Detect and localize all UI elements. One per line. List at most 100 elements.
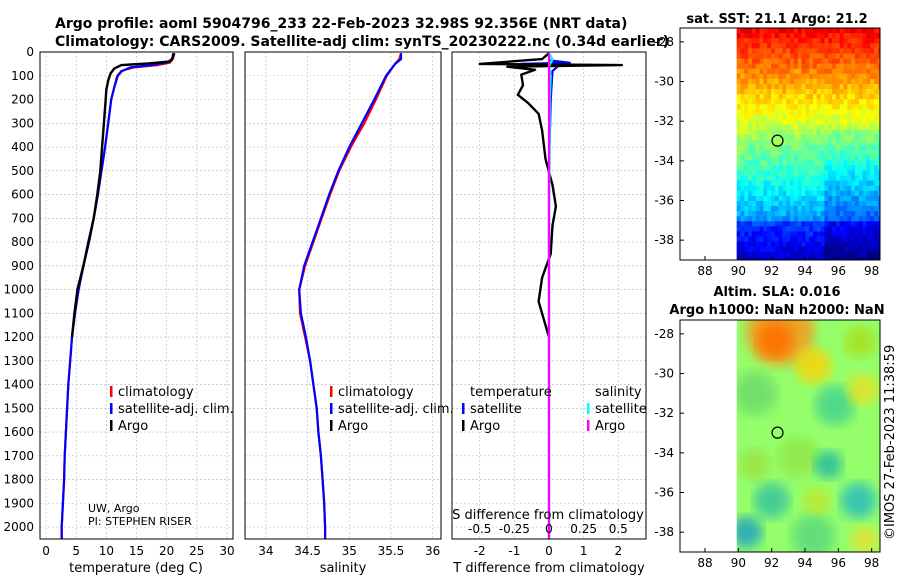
sst-cell (862, 109, 868, 116)
sst-cell (835, 206, 841, 212)
sst-cell (782, 150, 787, 156)
latitude-tick-label: -32 (654, 114, 674, 128)
sst-cell (763, 139, 768, 146)
sst-cell (824, 48, 829, 55)
sst-cell (858, 170, 864, 177)
sst-cell (755, 94, 761, 100)
sst-cell (771, 246, 776, 253)
sst-cell (809, 246, 814, 253)
sst-cell (816, 104, 822, 110)
sst-cell (843, 53, 848, 60)
sst-cell (759, 231, 764, 238)
sst-cell (778, 170, 784, 177)
sst-cell (832, 190, 837, 197)
temperature-tick-label: 10 (99, 544, 114, 558)
sst-cell (847, 150, 852, 156)
sst-cell (812, 200, 818, 207)
legend-swatch-argo (330, 420, 333, 431)
sst-cell (835, 129, 841, 136)
sst-cell (771, 43, 776, 49)
sst-cell (740, 114, 745, 121)
sst-cell (793, 114, 799, 121)
sst-cell (839, 83, 845, 90)
sst-cell (835, 33, 841, 39)
sst-cell (767, 124, 772, 131)
sst-cell (801, 104, 806, 110)
sst-cell (774, 206, 780, 212)
sst-cell (866, 206, 871, 212)
sst-cell (832, 83, 837, 90)
sst-cell (854, 256, 860, 260)
depth-tick-label: 1200 (3, 330, 34, 344)
sst-cell (786, 256, 791, 260)
sst-cell (755, 139, 761, 146)
sst-cell (755, 99, 761, 105)
sst-cell (736, 185, 742, 192)
sst-cell (877, 134, 880, 141)
sst-cell (767, 38, 772, 44)
sst-cell (767, 206, 772, 212)
sst-cell (767, 139, 772, 146)
sst-cell (797, 180, 803, 187)
sst-cell (736, 155, 742, 161)
sst-cell (851, 236, 856, 243)
sst-cell (771, 38, 776, 44)
sst-cell (812, 195, 818, 202)
sst-cell (751, 221, 757, 227)
sst-cell (797, 160, 803, 166)
sst-cell (767, 236, 772, 243)
sst-cell (809, 180, 814, 187)
sst-cell (805, 251, 810, 258)
sst-cell (812, 48, 818, 55)
sst-cell (790, 99, 795, 105)
sst-cell (797, 236, 803, 243)
sst-cell (751, 200, 757, 207)
sst-cell (870, 231, 875, 238)
sst-cell (847, 83, 852, 90)
sst-cell (828, 53, 833, 60)
sst-cell (763, 129, 768, 136)
sst-cell (778, 256, 784, 260)
sst-cell (755, 68, 761, 75)
sst-cell (839, 38, 845, 44)
sst-cell (839, 165, 845, 172)
sst-cell (751, 109, 757, 116)
sst-cell (736, 38, 742, 44)
sst-cell (858, 200, 864, 207)
sst-cell (847, 195, 852, 202)
sst-cell (851, 200, 856, 207)
sst-cell (793, 155, 799, 161)
sst-cell (771, 139, 776, 146)
sst-cell (843, 68, 848, 75)
temperature-legend: climatology satellite-adj. clim. Argo (110, 385, 234, 434)
sst-cell (832, 180, 837, 187)
sst-cell (847, 160, 852, 166)
sst-cell (736, 63, 742, 70)
sst-cell (835, 28, 841, 34)
sst-cell (763, 28, 768, 34)
sst-cell (771, 211, 776, 217)
sst-cell (820, 170, 826, 177)
sla-anomaly-blob (795, 347, 832, 384)
sst-cell (877, 58, 880, 65)
sst-cell (854, 200, 860, 207)
sst-cell (736, 114, 742, 121)
sst-cell (786, 68, 791, 75)
temperature-tick-label: 5 (72, 544, 80, 558)
sst-cell (748, 78, 753, 85)
sst-cell (812, 68, 818, 75)
sst-cell (763, 89, 768, 95)
legend-label-satellite-adj: satellite-adj. clim. (338, 402, 454, 417)
sst-cell (790, 48, 795, 55)
sst-cell (786, 206, 791, 212)
sst-cell (824, 114, 829, 121)
sst-cell (797, 200, 803, 207)
sst-cell (744, 185, 749, 192)
sst-cell (828, 226, 833, 233)
sst-cell (847, 206, 852, 212)
sst-cell (782, 221, 787, 227)
sst-cell (736, 119, 742, 126)
sst-cell (755, 89, 761, 95)
sst-cell (740, 180, 745, 187)
sst-cell (759, 99, 764, 105)
